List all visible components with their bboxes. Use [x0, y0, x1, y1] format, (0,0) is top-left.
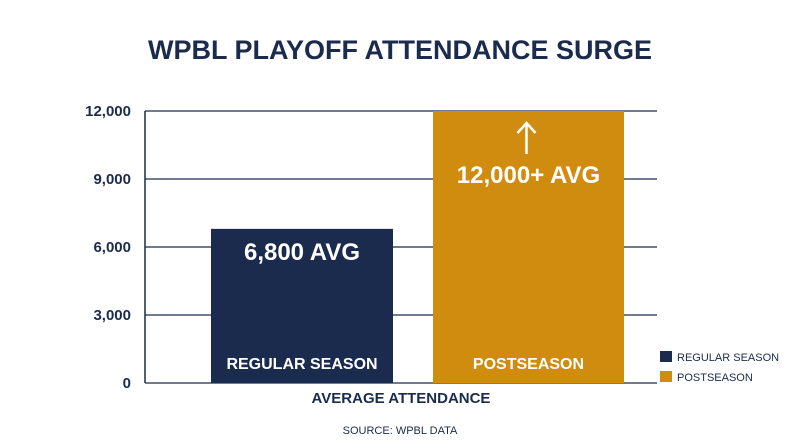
arrow-up-icon-head — [516, 121, 537, 134]
legend-swatch — [660, 371, 672, 382]
legend-label: POSTSEASON — [677, 372, 753, 384]
y-tick-label: 6,000 — [93, 239, 131, 256]
bar-category-label: POSTSEASON — [473, 356, 584, 373]
y-tick-label: 3,000 — [93, 307, 131, 324]
bar-postseason — [433, 111, 624, 383]
x-axis-label: AVERAGE ATTENDANCE — [312, 390, 491, 407]
bar-labels: REGULAR SEASON 6,800 AVG POSTSEASON 12,000+… — [226, 121, 600, 373]
bar-value-label: 6,800 AVG — [244, 239, 360, 266]
chart-title: WPBL PLAYOFF ATTENDANCE SURGE — [148, 35, 652, 65]
bar-category-label: REGULAR SEASON — [226, 356, 377, 373]
source-note: SOURCE: WPBL DATA — [343, 425, 458, 437]
y-tick-label: 9,000 — [93, 171, 131, 188]
y-axis-ticks: 0 3,000 6,000 9,000 12,000 — [85, 103, 131, 392]
legend: REGULAR SEASON POSTSEASON — [660, 351, 779, 384]
bar-regular-season — [211, 228, 393, 383]
legend-swatch — [660, 351, 672, 362]
y-tick-label: 12,000 — [85, 103, 131, 120]
bar-value-label: 12,000+ AVG — [457, 162, 600, 189]
legend-label: REGULAR SEASON — [677, 352, 779, 364]
y-tick-label: 0 — [123, 375, 131, 392]
bars — [211, 111, 624, 383]
